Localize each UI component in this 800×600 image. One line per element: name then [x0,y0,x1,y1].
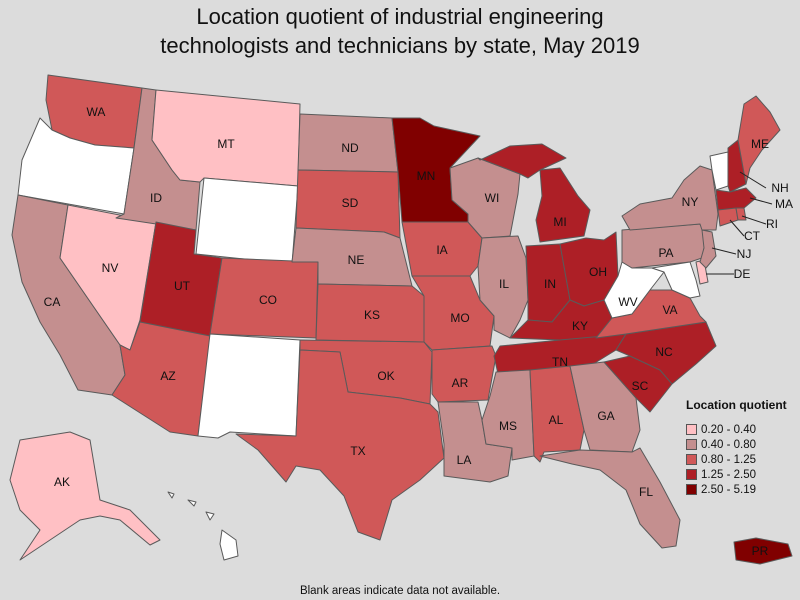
label-WI: WI [485,191,500,205]
label-MT: MT [217,137,235,151]
leader-NJ [711,247,737,255]
label-IA: IA [436,243,447,257]
label-ID: ID [150,191,162,205]
label-NV: NV [102,261,119,275]
state-LA[interactable] [437,401,513,483]
legend-label: 2.50 - 5.19 [701,483,756,496]
state-NH[interactable] [727,139,747,193]
label-CA: CA [44,295,61,309]
legend-item: 1.25 - 2.50 [686,467,798,482]
label-MI: MI [553,215,566,229]
state-AK[interactable] [9,431,161,561]
label-UT: UT [174,279,191,293]
state-AR[interactable] [431,345,497,403]
state-NJ[interactable] [699,229,717,269]
map-title: Location quotient of industrial engineer… [0,2,800,60]
state-NY[interactable] [621,165,719,231]
label-AR: AR [452,376,469,390]
label-KS: KS [364,308,380,322]
label-ME: ME [751,137,769,151]
legend-label: 0.80 - 1.25 [701,453,756,466]
legend: Location quotient 0.20 - 0.40 0.40 - 0.80… [686,398,798,497]
state-MA[interactable] [715,187,757,211]
state-ME[interactable] [737,95,781,185]
label-VA: VA [662,303,677,317]
label-ND: ND [341,141,359,155]
label-OK: OK [377,369,394,383]
label-NY: NY [682,195,699,209]
state-VT[interactable] [709,151,729,191]
label-RI: RI [766,217,778,231]
legend-item: 2.50 - 5.19 [686,482,798,497]
label-PR: PR [752,544,769,558]
legend-item: 0.40 - 0.80 [686,437,798,452]
label-TN: TN [552,355,568,369]
label-AK: AK [54,475,70,489]
state-MD[interactable] [651,261,701,299]
label-NJ: NJ [737,247,752,261]
label-TX: TX [350,444,365,458]
legend-swatch [686,484,697,495]
label-NC: NC [655,345,673,359]
label-OH: OH [589,265,607,279]
label-FL: FL [639,485,653,499]
legend-label: 0.20 - 0.40 [701,423,756,436]
label-WV: WV [618,295,637,309]
leader-MA [749,197,773,205]
legend-label: 0.40 - 0.80 [701,438,756,451]
label-MA: MA [775,197,793,211]
label-WA: WA [87,105,106,119]
label-IL: IL [499,277,509,291]
label-PA: PA [658,246,673,260]
label-KY: KY [572,319,588,333]
state-PR[interactable] [733,537,793,565]
label-NE: NE [348,253,365,267]
state-WY[interactable] [195,177,299,265]
state-RI[interactable] [735,207,747,221]
legend-item: 0.80 - 1.25 [686,452,798,467]
legend-title: Location quotient [686,398,787,412]
leader-CT [729,219,745,237]
label-CO: CO [259,293,277,307]
label-MS: MS [499,419,517,433]
label-AL: AL [549,413,564,427]
legend-swatch [686,439,697,450]
label-NH: NH [771,181,788,195]
label-LA: LA [457,453,472,467]
legend-swatch [686,424,697,435]
legend-swatch [686,469,697,480]
title-line-1: Location quotient of industrial engineer… [196,4,604,29]
label-MN: MN [417,169,436,183]
label-MO: MO [450,311,469,325]
label-IN: IN [544,277,556,291]
legend-item: 0.20 - 0.40 [686,422,798,437]
state-NM[interactable] [197,333,301,439]
label-SD: SD [342,196,359,210]
state-MI[interactable] [477,143,591,243]
state-TX[interactable] [235,349,445,541]
footnote: Blank areas indicate data not available. [299,585,501,597]
label-CT: CT [744,229,761,243]
label-GA: GA [597,409,614,423]
state-CT[interactable] [717,207,739,227]
label-SC: SC [632,379,649,393]
state-HI[interactable] [167,491,239,561]
label-AZ: AZ [160,369,175,383]
legend-swatch [686,454,697,465]
leader-NH [739,171,767,189]
legend-label: 1.25 - 2.50 [701,468,756,481]
state-FL[interactable] [539,447,681,549]
title-line-2: technologists and technicians by state, … [160,33,640,58]
leader-RI [741,215,767,225]
label-DE: DE [734,267,751,281]
